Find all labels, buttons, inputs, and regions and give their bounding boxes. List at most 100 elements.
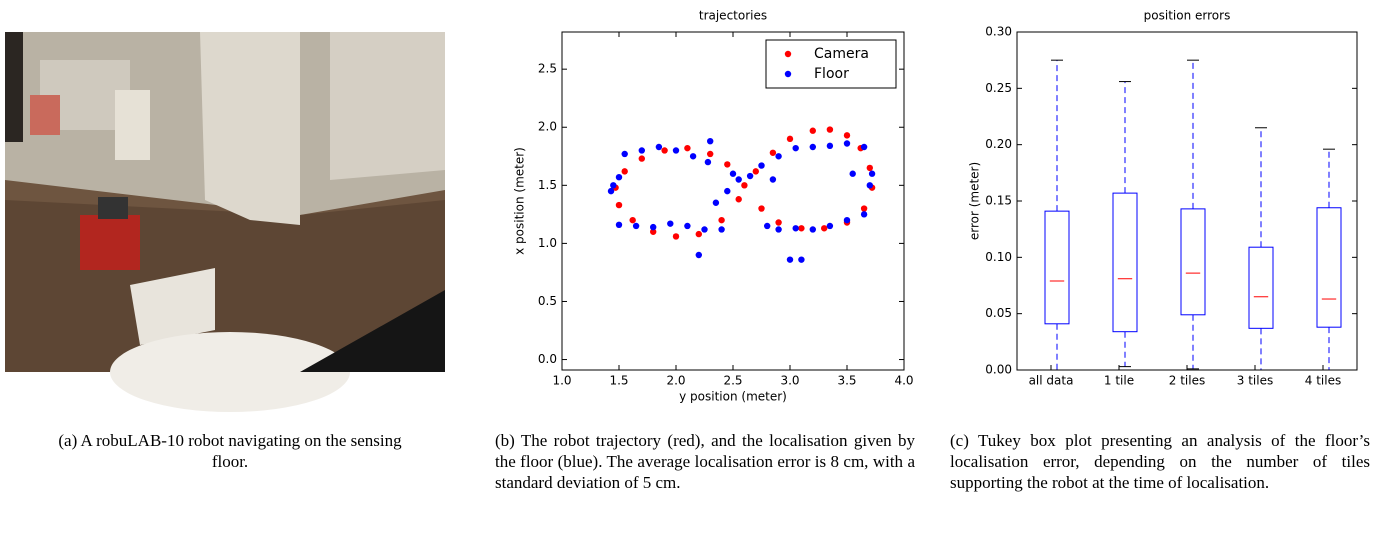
plot-frame — [1016, 31, 1358, 371]
point — [695, 230, 702, 238]
photo — [5, 32, 445, 412]
box — [1248, 246, 1274, 329]
point — [866, 164, 873, 172]
point — [809, 226, 816, 233]
x-tick-label: 3.5 — [837, 374, 856, 388]
point — [775, 153, 782, 160]
y-tick-label: 0.00 — [985, 363, 1012, 377]
y-tick-label: 0.20 — [985, 137, 1012, 151]
x-tick-label: 3.0 — [780, 374, 799, 388]
x-tick-label: 2 tiles — [1169, 374, 1205, 388]
y-tick-label: 0.10 — [985, 250, 1012, 264]
caption: (c) Tukey box plot presenting an analysi… — [950, 431, 1370, 492]
x-tick-label: 2.0 — [666, 374, 685, 388]
point — [689, 153, 697, 160]
point — [704, 158, 712, 166]
point — [826, 126, 834, 133]
y-tick-label: 0.15 — [985, 194, 1012, 208]
x-tick-label: 1 tile — [1104, 374, 1134, 388]
point — [735, 196, 742, 203]
point — [621, 168, 628, 175]
point — [638, 155, 645, 162]
chart-title: trajectories — [699, 9, 767, 23]
y-tick-label: 0.30 — [985, 25, 1012, 39]
y-tick-label: 0.05 — [985, 306, 1012, 320]
box — [1112, 192, 1138, 333]
point — [672, 233, 680, 240]
point — [849, 170, 856, 177]
y-tick-label: 0.5 — [538, 294, 557, 308]
point — [826, 222, 834, 230]
point — [826, 142, 834, 150]
x-tick-label: all data — [1029, 374, 1074, 388]
point — [868, 170, 876, 177]
y-tick-label: 1.0 — [538, 236, 557, 250]
legend-box — [765, 39, 897, 89]
legend-label: Floor — [814, 66, 849, 82]
point — [798, 225, 805, 232]
point — [684, 222, 691, 230]
point — [638, 147, 645, 154]
point — [758, 205, 765, 212]
point — [746, 172, 754, 180]
point — [615, 173, 623, 181]
point — [798, 256, 805, 263]
x-tick-label: 3 tiles — [1237, 374, 1273, 388]
point — [860, 205, 868, 212]
point — [775, 219, 782, 226]
legend-marker — [784, 70, 792, 78]
point — [621, 150, 628, 158]
point — [615, 221, 623, 229]
point — [758, 162, 765, 169]
point — [821, 225, 828, 232]
point — [712, 199, 720, 206]
point — [672, 147, 680, 154]
point — [607, 187, 615, 195]
point — [684, 144, 691, 152]
box — [1316, 207, 1342, 328]
point — [724, 161, 731, 168]
x-tick-label: 4.0 — [894, 374, 913, 388]
point — [843, 216, 851, 224]
point — [724, 187, 731, 195]
point — [701, 226, 708, 233]
point — [860, 143, 868, 151]
box — [1044, 210, 1070, 325]
point — [655, 143, 663, 151]
point — [632, 222, 640, 230]
point — [610, 182, 617, 189]
y-tick-label: 2.0 — [538, 120, 557, 134]
point — [769, 176, 777, 183]
box-panel: 0.00 0.05 0.10 0.15 0.20 0.25 0.30 position err… — [968, 9, 1358, 388]
y-tick-label: 2.5 — [538, 62, 557, 76]
scatter-panel: 0.0 0.5 1.0 1.5 2.0 2.5 trajectories x position… — [513, 9, 914, 404]
point — [650, 228, 657, 235]
chart-title: position errors — [1144, 9, 1231, 23]
y-tick-label: 1.5 — [538, 178, 557, 192]
point — [809, 143, 816, 151]
point — [615, 201, 623, 209]
caption: (a) A robuLAB-10 robot navigating on the… — [58, 431, 402, 471]
point — [843, 140, 851, 147]
legend-marker — [784, 50, 792, 58]
point — [718, 226, 725, 233]
point — [741, 182, 748, 189]
point — [629, 216, 636, 224]
x-axis-label: y position (meter) — [679, 390, 787, 404]
point — [735, 176, 742, 183]
point — [809, 127, 816, 134]
point — [775, 226, 782, 233]
point — [792, 225, 799, 232]
point — [718, 216, 725, 224]
box — [1180, 208, 1206, 316]
point — [792, 144, 799, 152]
point — [650, 223, 657, 231]
x-tick-label: 2.5 — [723, 374, 742, 388]
plot-frame — [561, 31, 905, 371]
point — [667, 220, 674, 227]
x-tick-label: 1.5 — [609, 374, 628, 388]
point — [764, 222, 771, 230]
x-tick-label: 1.0 — [552, 374, 571, 388]
x-tick-label: 4 tiles — [1305, 374, 1341, 388]
